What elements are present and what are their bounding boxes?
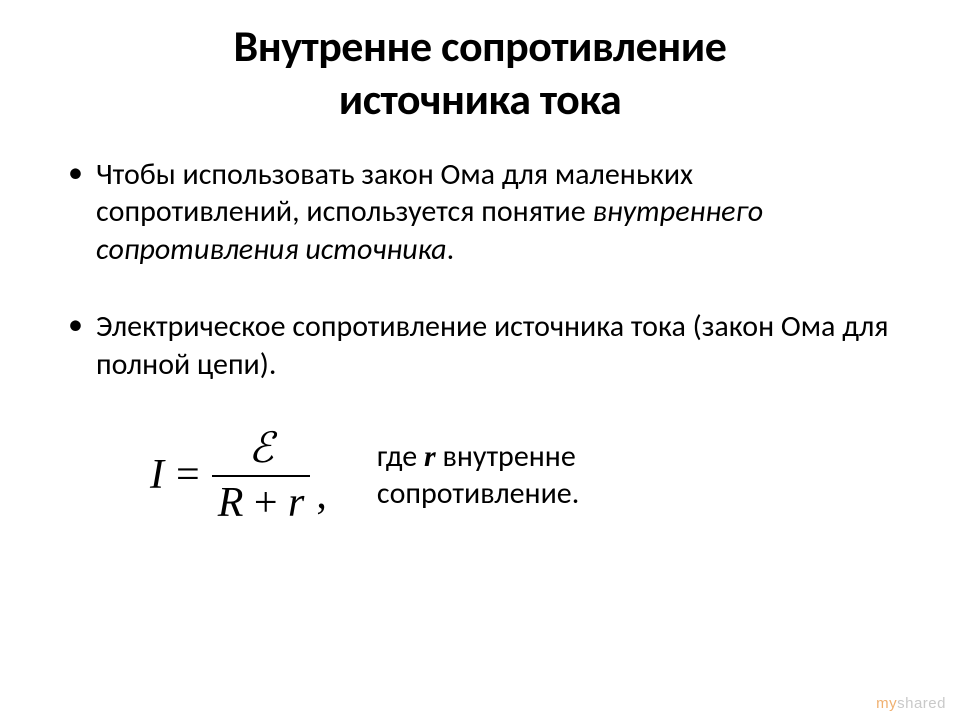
- formula-numerator: ℰ: [242, 423, 279, 475]
- slide-title: Внутренне сопротивление источника тока: [60, 20, 900, 126]
- watermark-shared: shared: [897, 695, 946, 712]
- title-line-2: источника тока: [339, 72, 622, 126]
- where-r-symbol: r: [424, 440, 436, 473]
- watermark-my: my: [876, 695, 897, 712]
- formula-denominator: R + r: [212, 477, 311, 527]
- ohm-law-formula: I = ℰ R + r ,: [150, 423, 327, 527]
- title-line-1: Внутренне сопротивление: [234, 19, 727, 73]
- formula-equals: =: [176, 451, 200, 499]
- bullet-1-post: .: [447, 231, 455, 268]
- formula-fraction: ℰ R + r: [212, 423, 311, 527]
- formula-row: I = ℰ R + r , где r внутренне сопротивле…: [60, 423, 900, 527]
- bullet-list: Чтобы использовать закон Ома для маленьк…: [60, 156, 900, 384]
- formula-comma: ,: [316, 471, 327, 519]
- where-clause: где r внутренне сопротивление.: [377, 438, 579, 513]
- where-line2: сопротивление.: [377, 475, 579, 512]
- denom-plus: +: [243, 480, 288, 526]
- bullet-item-2: Электрическое сопротивление источника то…: [60, 308, 900, 383]
- where-mid: внутренне: [436, 438, 576, 475]
- bullet-2-pre: Электрическое сопротивление источника то…: [96, 308, 888, 383]
- denom-r: r: [288, 480, 304, 526]
- formula-lhs: I: [150, 451, 164, 499]
- watermark: myshared: [876, 695, 946, 712]
- bullet-item-1: Чтобы использовать закон Ома для маленьк…: [60, 156, 900, 269]
- denom-R: R: [218, 480, 244, 526]
- where-pre: где: [377, 438, 424, 475]
